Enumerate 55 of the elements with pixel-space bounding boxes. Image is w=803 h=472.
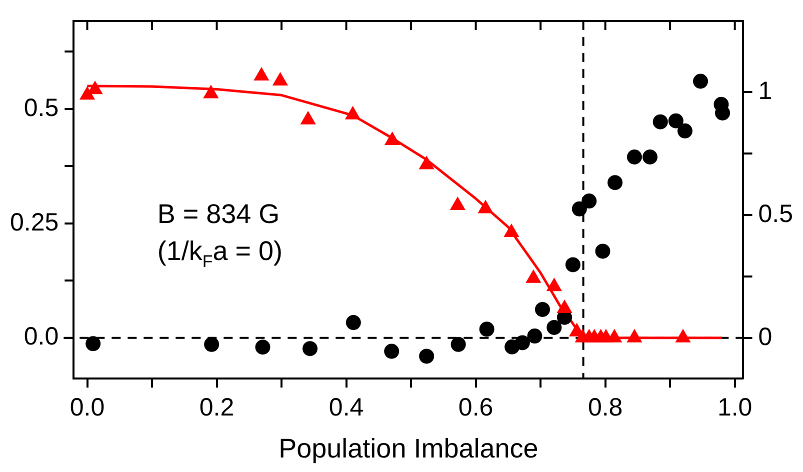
point (675, 328, 691, 342)
y2-tick-label: 0 (758, 322, 772, 351)
point (652, 114, 668, 130)
point (556, 300, 572, 314)
y-tick-label: 0.0 (24, 322, 59, 351)
x-axis-title: Population Imbalance (278, 433, 538, 464)
point (626, 328, 642, 342)
point (572, 201, 587, 216)
x-tick-label: 0.6 (458, 393, 494, 422)
point (450, 196, 466, 210)
point (546, 278, 562, 292)
point (384, 132, 400, 146)
x-tick-label: 0.2 (199, 393, 234, 422)
point (582, 194, 597, 209)
point (565, 257, 580, 272)
point (450, 336, 466, 352)
point (642, 150, 658, 165)
point (514, 335, 530, 350)
point (668, 113, 684, 128)
point (384, 344, 400, 359)
y-tick-label: 0.5 (24, 94, 59, 122)
point (595, 244, 610, 259)
point (79, 86, 96, 100)
point (255, 340, 270, 355)
y-tick-label: 0.25 (10, 208, 59, 236)
point (608, 175, 623, 190)
point (535, 302, 550, 317)
point (86, 336, 101, 352)
point (626, 150, 642, 165)
point (504, 224, 520, 238)
annotation: B = 834 G (157, 199, 280, 230)
point (526, 269, 542, 283)
x-tick-label: 0.0 (70, 393, 105, 422)
point (478, 200, 494, 214)
point (606, 328, 622, 342)
point (302, 341, 318, 356)
x-tick-label: 0.8 (588, 393, 623, 422)
point (677, 123, 692, 138)
point (693, 74, 708, 89)
point (546, 320, 562, 335)
point (418, 156, 434, 170)
point (344, 106, 361, 120)
point (272, 72, 288, 86)
point (203, 84, 219, 98)
point (254, 66, 270, 80)
point (204, 336, 220, 352)
y2-tick-label: 1 (758, 76, 772, 105)
point (527, 328, 542, 344)
x-tick-label: 1.0 (717, 393, 752, 422)
y2-tick-label: 0.5 (758, 200, 794, 228)
point (479, 322, 494, 337)
point (419, 348, 434, 364)
point (346, 315, 361, 330)
point (300, 110, 316, 124)
x-tick-label: 0.4 (328, 393, 364, 422)
